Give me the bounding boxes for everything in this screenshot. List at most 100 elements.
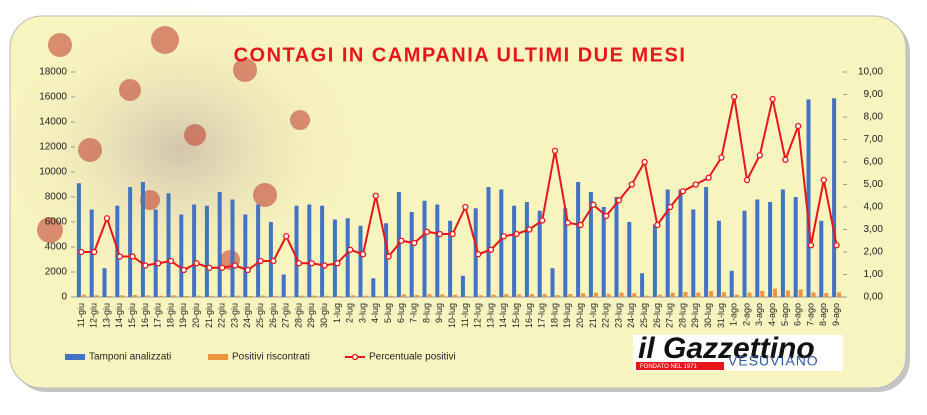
bar xyxy=(171,295,176,297)
y-tick-label: 2000 xyxy=(45,267,68,278)
line-marker xyxy=(513,230,520,238)
bar xyxy=(320,205,325,297)
line-marker xyxy=(436,230,443,238)
line-marker xyxy=(833,242,840,249)
bar xyxy=(158,295,163,297)
line-marker xyxy=(577,221,584,229)
x-tick-label: 16-lug xyxy=(524,303,534,328)
x-tick-label: 17-lug xyxy=(537,303,547,328)
bar xyxy=(384,223,389,297)
bar xyxy=(197,295,202,297)
bar xyxy=(832,98,837,297)
bar xyxy=(350,295,355,297)
bar xyxy=(755,199,760,297)
line-marker xyxy=(679,188,687,195)
y-tick-label: 6000 xyxy=(45,217,68,228)
bar xyxy=(486,187,491,297)
y2-tick-label: 0,00 xyxy=(864,292,884,303)
line-marker xyxy=(526,226,533,233)
line-marker xyxy=(308,260,315,267)
x-tick-label: 3-lug xyxy=(357,303,367,323)
y-tick-label: 12000 xyxy=(39,142,67,153)
x-tick-label: 18-giu xyxy=(165,303,175,328)
line-marker xyxy=(539,217,546,224)
bar xyxy=(192,204,197,297)
bar xyxy=(760,290,765,297)
bar xyxy=(747,292,752,297)
bar xyxy=(453,294,458,297)
bar xyxy=(209,295,214,297)
y2-tick-label: 8,00 xyxy=(864,112,884,123)
bar xyxy=(683,291,688,297)
bar xyxy=(414,294,419,297)
y-tick-label: 4000 xyxy=(45,242,68,253)
bar xyxy=(793,197,798,297)
bar xyxy=(312,295,317,297)
x-tick-label: 7-lug xyxy=(409,303,419,323)
bar xyxy=(294,205,299,297)
bar xyxy=(627,222,632,297)
bar xyxy=(94,295,99,297)
line-marker xyxy=(91,248,98,256)
bar xyxy=(529,294,534,297)
x-tick-label: 27-giu xyxy=(281,303,291,328)
line-marker xyxy=(347,246,354,253)
y2-tick-label: 2,00 xyxy=(864,247,884,258)
line-marker xyxy=(692,181,699,188)
bar xyxy=(204,205,209,297)
bar xyxy=(358,225,363,297)
line-marker xyxy=(731,93,738,100)
x-tick-label: 26-giu xyxy=(268,303,278,328)
bar xyxy=(371,278,376,297)
bar xyxy=(716,220,721,297)
bar xyxy=(345,218,350,297)
x-tick-label: 2-lug xyxy=(345,303,355,323)
line-marker xyxy=(231,262,239,269)
bar xyxy=(504,294,509,297)
bar xyxy=(619,292,624,297)
line-marker xyxy=(628,181,635,188)
bar xyxy=(824,293,829,297)
bar xyxy=(568,294,573,297)
bar xyxy=(499,189,504,297)
bar xyxy=(435,204,440,297)
line-marker xyxy=(667,203,674,211)
bar xyxy=(153,209,158,297)
bar xyxy=(286,296,291,297)
bar xyxy=(307,204,312,297)
bar xyxy=(645,295,650,297)
x-tick-label: 30-giu xyxy=(319,303,329,328)
x-tick-label: 8-lug xyxy=(421,303,431,323)
x-tick-label: 22-giu xyxy=(217,303,227,328)
line-marker xyxy=(334,260,341,267)
bar xyxy=(76,183,81,297)
line-marker xyxy=(321,262,328,269)
bar xyxy=(478,295,483,297)
x-tick-label: 30-lug xyxy=(703,303,713,328)
bar xyxy=(401,294,406,297)
x-tick-label: 25-giu xyxy=(255,303,265,328)
line-marker xyxy=(180,266,187,274)
x-tick-label: 28-giu xyxy=(293,303,303,328)
x-tick-label: 6-lug xyxy=(396,303,406,323)
y2-tick-label: 4,00 xyxy=(864,202,884,213)
line-marker xyxy=(295,260,303,267)
bar xyxy=(409,212,414,297)
line-marker xyxy=(116,253,123,260)
bar xyxy=(593,292,598,297)
bar xyxy=(243,214,248,297)
x-tick-label: 14-giu xyxy=(114,303,124,328)
x-tick-label: 1-ago xyxy=(729,303,739,326)
bar xyxy=(81,294,86,297)
bar xyxy=(601,207,606,297)
line-marker xyxy=(705,174,712,181)
bar xyxy=(140,182,145,297)
x-tick-label: 13-giu xyxy=(101,303,111,328)
x-tick-label: 7-ago xyxy=(805,303,815,326)
x-tick-label: 28-lug xyxy=(677,303,687,328)
bar xyxy=(691,209,696,297)
bar xyxy=(742,210,747,297)
x-tick-label: 3-ago xyxy=(754,303,764,326)
chart-title: CONTAGI IN CAMPANIA ULTIMI DUE MESI xyxy=(234,44,687,66)
line-marker xyxy=(398,237,405,244)
